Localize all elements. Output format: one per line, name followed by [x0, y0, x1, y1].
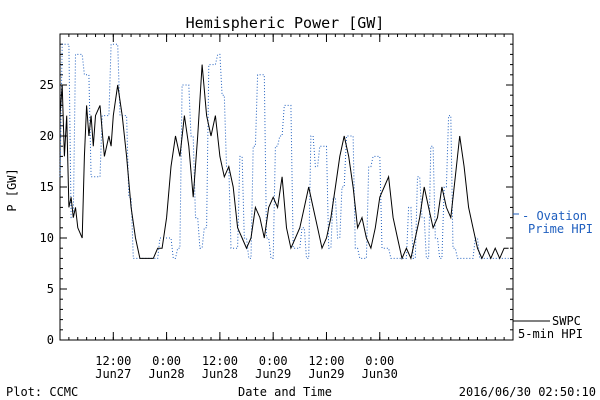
ovation-prime-hpi-series-line [59, 43, 509, 259]
y-tick-label: 20 [40, 129, 54, 143]
footer-timestamp: 2016/06/30 02:50:10 [459, 385, 596, 399]
x-tick-label-date: Jun28 [202, 367, 238, 381]
legend-ovation-line1: - Ovation [522, 209, 587, 223]
legend-swpc-line2: 5-min HPI [518, 327, 583, 341]
x-tick-label-date: Jun30 [362, 367, 398, 381]
y-tick-label: 0 [47, 333, 54, 347]
y-tick-label: 10 [40, 231, 54, 245]
swpc-hpi-series-line [59, 64, 509, 261]
x-tick-label-date: Jun27 [95, 367, 131, 381]
x-tick-label-time: 0:00 [152, 354, 181, 368]
x-axis-label: Date and Time [238, 385, 332, 399]
x-tick-label-date: Jun28 [149, 367, 185, 381]
plot-frame [59, 33, 514, 341]
x-tick-label-time: 0:00 [365, 354, 394, 368]
y-axis-ticks: 0 5 10 15 20 25 [40, 78, 513, 347]
x-tick-label-time: 0:00 [259, 354, 288, 368]
x-axis-ticks: 12:00Jun270:00Jun2812:00Jun280:00Jun2912… [95, 34, 398, 381]
minor-ticks [59, 33, 514, 341]
x-tick-label-date: Jun29 [255, 367, 291, 381]
legend-swpc-line1: SWPC [552, 314, 581, 328]
footer-plot-credit: Plot: CCMC [6, 385, 78, 399]
y-axis-label: P [GW] [5, 168, 19, 211]
y-tick-label: 5 [47, 282, 54, 296]
x-tick-label-time: 12:00 [95, 354, 131, 368]
chart-title: Hemispheric Power [GW] [186, 14, 385, 32]
x-tick-label-time: 12:00 [202, 354, 238, 368]
y-tick-label: 15 [40, 180, 54, 194]
x-tick-label-time: 12:00 [308, 354, 344, 368]
x-tick-label-date: Jun29 [308, 367, 344, 381]
y-tick-label: 25 [40, 78, 54, 92]
legend-ovation-line2: Prime HPI [528, 222, 593, 236]
